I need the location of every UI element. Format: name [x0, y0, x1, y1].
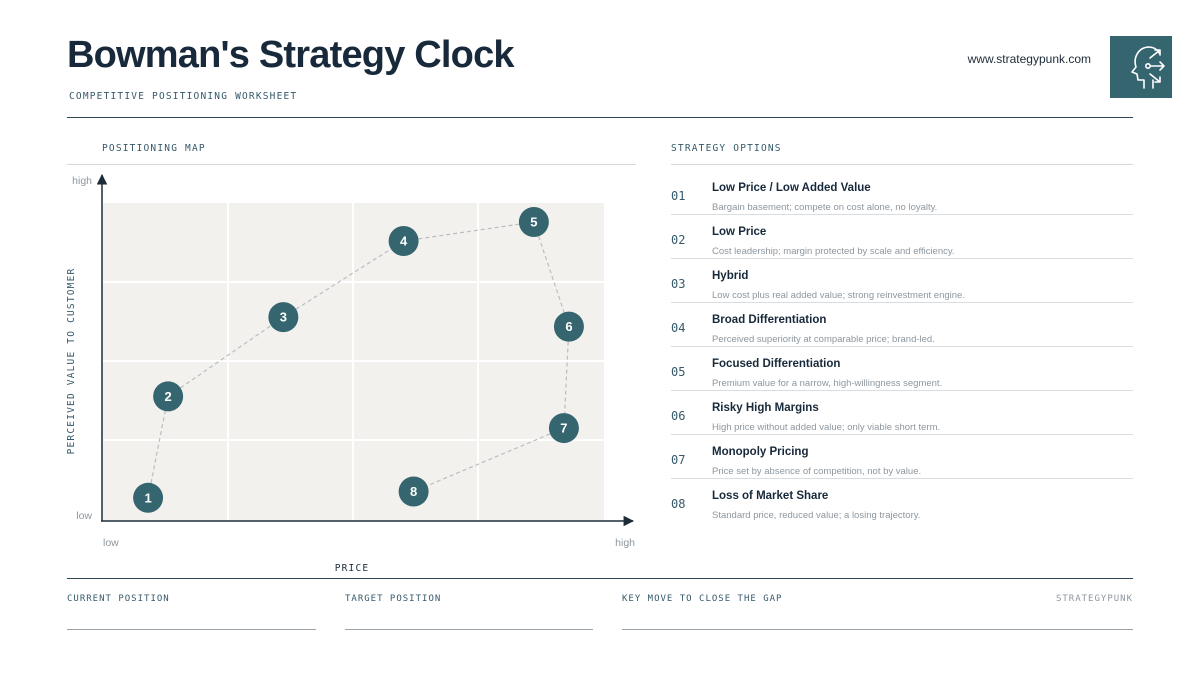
strategy-option-05: 05 Focused Differentiation Premium value… [671, 347, 1133, 391]
connector-line [564, 341, 569, 414]
strategy-option-07: 07 Monopoly Pricing Price set by absence… [671, 435, 1133, 479]
option-description: Standard price, reduced value; a losing … [712, 510, 921, 521]
key-move-label: KEY MOVE TO CLOSE THE GAP [622, 594, 783, 604]
option-number: 08 [671, 497, 686, 511]
connector-line [418, 223, 520, 240]
option-number: 04 [671, 321, 686, 335]
strategy-node-6: 6 [553, 311, 584, 342]
node-circle [268, 302, 299, 333]
strategy-option-03: 03 Hybrid Low cost plus real added value… [671, 259, 1133, 303]
option-name: Loss of Market Share [712, 490, 829, 502]
connector-line [427, 433, 551, 487]
option-name: Broad Differentiation [712, 314, 827, 326]
node-label: 2 [165, 389, 172, 404]
option-name: Hybrid [712, 270, 749, 282]
strategy-options-label: STRATEGY OPTIONS [671, 143, 782, 154]
option-description: Price set by absence of competition, not… [712, 466, 922, 477]
y-axis-title: PERCEIVED VALUE TO CUSTOMER [66, 268, 77, 455]
option-name: Risky High Margins [712, 402, 819, 414]
x-low-label: low [103, 537, 119, 549]
x-axis-title: PRICE [335, 563, 370, 574]
option-number: 01 [671, 189, 686, 203]
page-subtitle: COMPETITIVE POSITIONING WORKSHEET [69, 91, 298, 102]
connector-line [150, 410, 166, 484]
options-section-divider [671, 164, 1133, 165]
strategy-option-08: 08 Loss of Market Share Standard price, … [671, 479, 1133, 523]
y-high-label: high [72, 175, 92, 187]
option-number: 06 [671, 409, 686, 423]
option-name: Focused Differentiation [712, 358, 841, 370]
option-name: Monopoly Pricing [712, 446, 809, 458]
option-number: 03 [671, 277, 686, 291]
strategy-node-7: 7 [548, 413, 579, 444]
node-circle [153, 381, 184, 412]
node-label: 6 [565, 319, 572, 334]
head-with-arrows-icon [1110, 36, 1172, 98]
option-name: Low Price / Low Added Value [712, 182, 871, 194]
node-label: 8 [410, 484, 417, 499]
target-position-label: TARGET POSITION [345, 594, 442, 604]
strategy-node-2: 2 [153, 381, 184, 412]
option-description: High price without added value; only via… [712, 422, 941, 433]
connector-line [180, 325, 272, 389]
target-position-field[interactable] [345, 629, 593, 630]
option-number: 07 [671, 453, 686, 467]
strategy-nodes: 1 2 3 4 5 6 7 8 [133, 207, 584, 513]
x-high-label: high [615, 537, 635, 549]
clock-path [150, 223, 569, 487]
header-divider [67, 117, 1133, 118]
option-number: 05 [671, 365, 686, 379]
y-low-label: low [76, 510, 92, 522]
map-section-divider [67, 164, 636, 165]
strategy-option-02: 02 Low Price Cost leadership; margin pro… [671, 215, 1133, 259]
option-number: 02 [671, 233, 686, 247]
strategy-node-4: 4 [388, 226, 419, 257]
footer-brand: STRATEGYPUNK [1055, 594, 1133, 604]
website-link[interactable]: www.strategypunk.com [967, 52, 1091, 66]
current-position-label: CURRENT POSITION [67, 594, 170, 604]
node-circle [518, 207, 549, 238]
strategy-option-04: 04 Broad Differentiation Perceived super… [671, 303, 1133, 347]
positioning-map: 1 2 3 4 5 6 7 8 high low low high PRICE PERCEIV… [66, 173, 635, 574]
strategy-node-8: 8 [398, 476, 429, 507]
strategy-option-01: 01 Low Price / Low Added Value Bargain b… [671, 171, 1133, 215]
node-label: 3 [280, 310, 287, 325]
strategy-node-3: 3 [268, 302, 299, 333]
option-description: Premium value for a narrow, high-willing… [712, 378, 943, 389]
node-label: 7 [560, 421, 567, 436]
connector-line [538, 236, 565, 313]
node-circle [388, 226, 419, 257]
grid [103, 203, 604, 520]
node-label: 1 [144, 490, 151, 505]
strategy-node-5: 5 [518, 207, 549, 238]
node-label: 4 [400, 234, 408, 249]
node-circle [553, 311, 584, 342]
option-description: Bargain basement; compete on cost alone,… [712, 202, 938, 213]
strategy-option-06: 06 Risky High Margins High price without… [671, 391, 1133, 435]
option-description: Low cost plus real added value; strong r… [712, 290, 965, 301]
positioning-map-label: POSITIONING MAP [102, 143, 206, 154]
key-move-field[interactable] [622, 629, 1133, 630]
option-description: Perceived superiority at comparable pric… [712, 334, 935, 345]
option-description: Cost leadership; margin protected by sca… [712, 246, 955, 257]
strategy-node-1: 1 [133, 482, 164, 513]
node-label: 5 [530, 215, 537, 230]
page-title: Bowman's Strategy Clock [67, 34, 515, 76]
footer-divider [67, 578, 1133, 579]
node-circle [398, 476, 429, 507]
connector-line [295, 248, 392, 310]
node-circle [133, 482, 164, 513]
node-circle [548, 413, 579, 444]
option-name: Low Price [712, 226, 767, 238]
current-position-field[interactable] [67, 629, 316, 630]
